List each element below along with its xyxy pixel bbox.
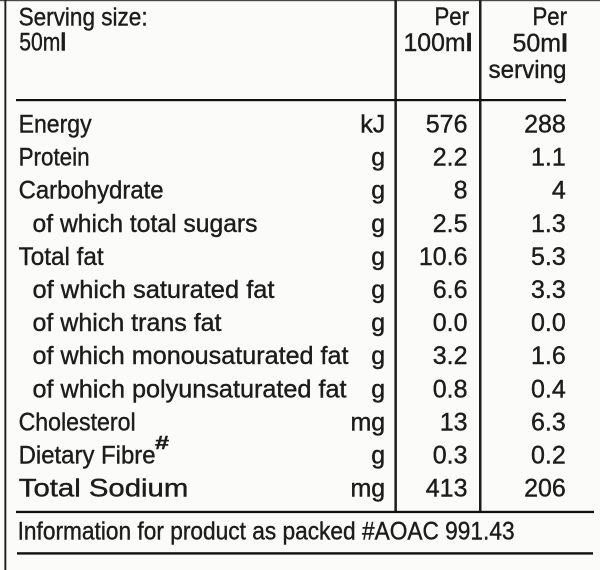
svg-text:Per: Per bbox=[533, 3, 568, 31]
svg-text:Energy: Energy bbox=[19, 110, 92, 138]
svg-text:0.0: 0.0 bbox=[531, 309, 566, 337]
svg-text:5.3: 5.3 bbox=[531, 243, 566, 271]
svg-text:mg: mg bbox=[350, 409, 385, 437]
svg-text:Information for product as pac: Information for product as packed #AOAC … bbox=[18, 517, 515, 545]
svg-text:g: g bbox=[371, 342, 385, 370]
svg-text:0.4: 0.4 bbox=[531, 375, 566, 403]
svg-text:kJ: kJ bbox=[360, 110, 385, 138]
svg-text:288: 288 bbox=[524, 110, 566, 138]
svg-text:0.3: 0.3 bbox=[433, 442, 468, 470]
svg-text:2.5: 2.5 bbox=[433, 210, 468, 238]
svg-text:of which polyunsaturated fat: of which polyunsaturated fat bbox=[33, 375, 347, 403]
svg-text:3.3: 3.3 bbox=[531, 276, 566, 304]
svg-text:serving: serving bbox=[489, 56, 567, 84]
svg-text:Total Sodium: Total Sodium bbox=[19, 475, 189, 503]
svg-text:13: 13 bbox=[440, 409, 468, 437]
svg-text:3.2: 3.2 bbox=[433, 342, 468, 370]
svg-text:g: g bbox=[371, 276, 385, 304]
svg-text:of which total sugars: of which total sugars bbox=[33, 210, 258, 238]
svg-text:g: g bbox=[371, 210, 385, 238]
svg-text:576: 576 bbox=[426, 110, 468, 138]
svg-text:6.3: 6.3 bbox=[531, 409, 566, 437]
svg-text:#: # bbox=[155, 432, 169, 453]
svg-text:g: g bbox=[371, 375, 385, 403]
svg-text:mg: mg bbox=[350, 475, 385, 503]
svg-text:4: 4 bbox=[552, 177, 566, 205]
svg-text:of which monousaturated fat: of which monousaturated fat bbox=[33, 342, 349, 370]
svg-text:Dietary Fibre: Dietary Fibre bbox=[19, 442, 156, 470]
svg-text:206: 206 bbox=[524, 475, 566, 503]
svg-text:0.2: 0.2 bbox=[531, 442, 566, 470]
svg-text:of which trans fat: of which trans fat bbox=[33, 309, 222, 337]
svg-text:100ml: 100ml bbox=[404, 29, 473, 57]
svg-text:1.1: 1.1 bbox=[531, 144, 566, 172]
svg-text:Protein: Protein bbox=[19, 144, 90, 172]
svg-text:Carbohydrate: Carbohydrate bbox=[19, 177, 164, 205]
svg-text:10.6: 10.6 bbox=[419, 243, 468, 271]
svg-text:g: g bbox=[371, 309, 385, 337]
svg-text:2.2: 2.2 bbox=[433, 144, 468, 172]
svg-text:g: g bbox=[371, 442, 385, 470]
svg-text:6.6: 6.6 bbox=[433, 276, 468, 304]
svg-text:Per: Per bbox=[435, 3, 470, 31]
svg-text:1.6: 1.6 bbox=[531, 342, 566, 370]
svg-text:of which saturated fat: of which saturated fat bbox=[33, 276, 275, 304]
svg-text:Cholesterol: Cholesterol bbox=[19, 409, 136, 437]
svg-text:413: 413 bbox=[426, 475, 468, 503]
svg-text:g: g bbox=[371, 177, 385, 205]
svg-text:Total fat: Total fat bbox=[19, 243, 104, 271]
svg-text:50ml: 50ml bbox=[19, 29, 66, 57]
svg-text:g: g bbox=[371, 243, 385, 271]
svg-text:1.3: 1.3 bbox=[531, 210, 566, 238]
svg-text:0.0: 0.0 bbox=[433, 309, 468, 337]
svg-text:Serving size:: Serving size: bbox=[19, 4, 148, 32]
svg-text:g: g bbox=[371, 144, 385, 172]
svg-text:0.8: 0.8 bbox=[433, 375, 468, 403]
svg-text:50ml: 50ml bbox=[513, 30, 569, 58]
svg-text:8: 8 bbox=[454, 177, 468, 205]
